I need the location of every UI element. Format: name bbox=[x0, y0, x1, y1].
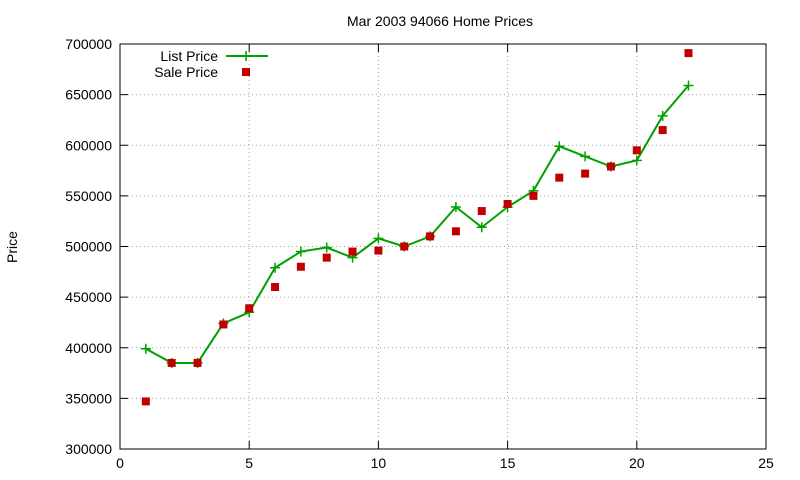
y-tick-label: 300000 bbox=[65, 441, 112, 457]
sale-price-point bbox=[503, 199, 512, 208]
sale-price-point bbox=[348, 247, 357, 256]
sale-price-point bbox=[684, 49, 693, 58]
grid bbox=[120, 44, 766, 449]
sale-price-point bbox=[193, 358, 202, 367]
list-price-point bbox=[140, 343, 151, 354]
x-tick-label: 5 bbox=[245, 455, 253, 471]
list-price-point bbox=[580, 151, 591, 162]
sale-price-point bbox=[477, 207, 486, 216]
list-price-point bbox=[373, 233, 384, 244]
x-tick-label: 20 bbox=[629, 455, 645, 471]
y-tick-label: 700000 bbox=[65, 36, 112, 52]
x-tick-label: 15 bbox=[500, 455, 516, 471]
sale-price-point bbox=[658, 126, 667, 135]
series-sale-price bbox=[141, 49, 693, 406]
y-tick-label: 400000 bbox=[65, 340, 112, 356]
list-price-point bbox=[554, 141, 565, 152]
legend-label: Sale Price bbox=[154, 64, 218, 80]
x-tick-label: 25 bbox=[758, 455, 774, 471]
list-price-point bbox=[476, 222, 487, 233]
list-price-point bbox=[631, 155, 642, 166]
sale-price-point bbox=[529, 191, 538, 200]
sale-price-point bbox=[632, 146, 641, 155]
sale-price-point bbox=[245, 304, 254, 313]
y-tick-label: 500000 bbox=[65, 239, 112, 255]
y-tick-label: 650000 bbox=[65, 87, 112, 103]
sale-price-point bbox=[555, 173, 564, 182]
sale-price-point bbox=[322, 253, 331, 262]
list-price-point bbox=[270, 262, 281, 273]
series-layer bbox=[140, 49, 694, 406]
y-tick-label: 550000 bbox=[65, 188, 112, 204]
y-axis-label: Price bbox=[4, 231, 20, 263]
x-tick-label: 0 bbox=[116, 455, 124, 471]
sale-price-point bbox=[296, 262, 305, 271]
axis-ticks: 0 5 10 15 20 25 300000 350000 400000 450000 500000… bbox=[65, 36, 774, 471]
y-tick-label: 450000 bbox=[65, 289, 112, 305]
legend-label: List Price bbox=[160, 48, 218, 64]
y-tick-label: 350000 bbox=[65, 390, 112, 406]
sale-price-point bbox=[374, 246, 383, 255]
legend-entry: List Price bbox=[160, 48, 268, 64]
x-tick-label: 10 bbox=[371, 455, 387, 471]
sale-price-point bbox=[141, 397, 150, 406]
sale-price-point bbox=[426, 232, 435, 241]
sale-price-point bbox=[271, 283, 280, 291]
list-price-line bbox=[145, 84, 690, 364]
list-price-point bbox=[683, 80, 694, 91]
list-price-point bbox=[295, 246, 306, 257]
legend-entry: Sale Price bbox=[154, 64, 250, 80]
y-tick-label: 600000 bbox=[65, 137, 112, 153]
list-price-point bbox=[321, 242, 332, 253]
list-price-point bbox=[450, 202, 461, 213]
legend-plus-marker bbox=[241, 51, 251, 61]
sale-price-point bbox=[219, 320, 228, 329]
sale-price-point bbox=[167, 358, 176, 367]
chart-title: Mar 2003 94066 Home Prices bbox=[347, 13, 533, 29]
sale-price-point bbox=[581, 169, 590, 178]
sale-price-point bbox=[400, 242, 409, 251]
sale-price-point bbox=[451, 227, 460, 236]
legend-square-marker bbox=[242, 68, 250, 76]
sale-price-point bbox=[606, 162, 615, 171]
list-price-point bbox=[657, 110, 668, 121]
